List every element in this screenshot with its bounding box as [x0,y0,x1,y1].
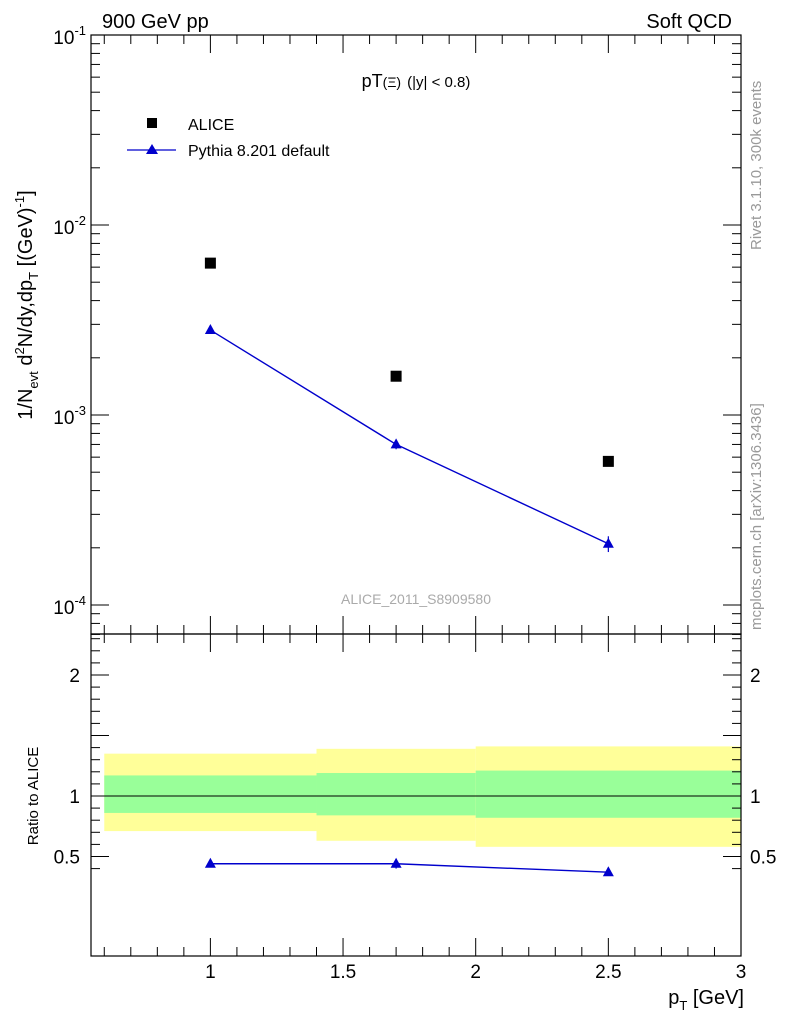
ratio-y-tick-label-left: 0.5 [54,848,80,869]
main-y-axis-label: 1/Nevt d2N/dy,dpT [(GeV)-1] [12,190,41,419]
x-tick-label: 1 [205,962,216,983]
alice-point [390,370,402,382]
plot-title: pT(Ξ) (|y| < 0.8) [362,71,471,91]
pythia-point [204,324,216,335]
x-tick-label: 1.5 [330,962,356,983]
header-right: Soft QCD [646,11,732,33]
ratio-band-inner [316,773,476,816]
ratio-band-inner [475,770,741,818]
main-plot-ticks [91,34,742,635]
ratio-series-line [210,863,609,873]
ratio-plot-frame [90,633,742,957]
ratio-plot-marks [204,857,614,877]
plot-title-symbol: (Ξ) [383,74,401,90]
side-text-bottom: mcplots.cern.ch [arXiv:1306.3436] [748,403,765,630]
ratio-point [204,857,216,868]
alice-point [204,257,216,269]
legend: ALICE Pythia 8.201 default [127,117,330,160]
ratio-point [390,857,402,868]
y-tick-label-base: 10 [53,598,74,619]
ratio-y-tick-label-right: 0.5 [750,848,776,869]
pythia-point [602,537,614,548]
pythia-series-line [210,329,609,545]
y-tick-label: 10-2 [53,213,86,239]
ratio-band-inner [104,775,317,813]
y-tick-label-base: 10 [53,28,74,49]
pythia-point [390,438,402,449]
legend-alice-label: ALICE [188,117,234,134]
y-tick-label-base: 10 [53,218,74,239]
plot-title-cut: (|y| < 0.8) [407,74,470,91]
x-tick-label: 2.5 [595,962,621,983]
ratio-plot-tick-labels: 0.5 0.5 1 1 2 2 1 1.5 2 2.5 3 [54,666,777,983]
y-tick-label-exp: -1 [74,23,86,38]
y-tick-label-base: 10 [53,408,74,429]
header-left: 900 GeV pp [102,11,209,33]
main-plot-tick-labels: 10-110-210-310-4 [53,23,86,619]
side-text-top: Rivet 3.1.10, 300k events [748,81,765,250]
legend-pythia-label: Pythia 8.201 default [188,143,330,160]
ratio-y-tick-label-left: 2 [69,666,80,687]
x-tick-label: 3 [736,962,747,983]
y-tick-label-exp: -2 [74,213,86,228]
plot-title-main: pT [362,71,383,91]
watermark: ALICE_2011_S8909580 [341,591,491,607]
legend-pythia-marker [146,144,158,154]
ratio-y-tick-label-right: 1 [750,787,761,808]
x-axis-label: pT [GeV] [668,987,744,1013]
ratio-y-tick-label-left: 1 [69,787,80,808]
main-plot-marks [204,257,614,553]
ratio-plot-panel: 0.5 0.5 1 1 2 2 1 1.5 2 2.5 3 Ratio to ALICE pT [G… [25,633,777,1013]
y-tick-label: 10-4 [53,593,86,619]
y-tick-label: 10-3 [53,403,86,429]
ratio-y-tick-label-right: 2 [750,666,761,687]
legend-alice-marker [147,118,157,128]
y-tick-label: 10-1 [53,23,86,49]
alice-point [602,455,614,467]
main-plot-panel: 10-110-210-310-4 pT(Ξ) (|y| < 0.8) ALICE … [12,23,742,635]
y-tick-label-exp: -4 [74,593,86,608]
ratio-y-axis-label: Ratio to ALICE [25,747,42,845]
ratio-plot-ticks [91,634,742,956]
ratio-point [602,866,614,877]
ratio-uncertainty-bands [104,746,741,847]
x-tick-label: 2 [470,962,481,983]
y-tick-label-exp: -3 [74,403,86,418]
